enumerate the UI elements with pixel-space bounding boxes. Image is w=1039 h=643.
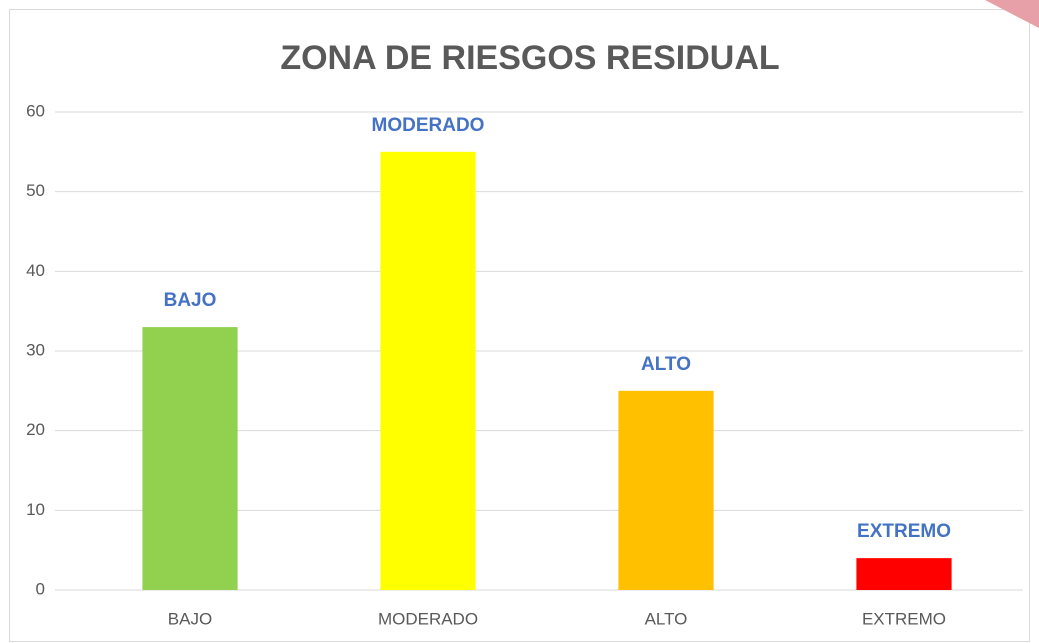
y-tick-label: 0	[36, 579, 45, 598]
y-tick-label: 50	[26, 181, 45, 200]
y-tick-label: 10	[26, 500, 45, 519]
x-tick-label: EXTREMO	[862, 609, 946, 628]
data-label: ALTO	[641, 354, 691, 375]
data-label: BAJO	[164, 290, 217, 311]
y-tick-label: 60	[26, 101, 45, 120]
y-tick-label: 40	[26, 261, 45, 280]
bar	[618, 390, 714, 590]
x-tick-label: MODERADO	[378, 609, 478, 628]
bar	[380, 151, 476, 591]
data-label: MODERADO	[372, 115, 485, 136]
x-tick-label: ALTO	[645, 609, 688, 628]
x-tick-label: BAJO	[168, 609, 212, 628]
bar	[856, 558, 952, 590]
y-tick-label: 20	[26, 420, 45, 439]
chart-title: ZONA DE RIESGOS RESIDUAL	[280, 39, 779, 77]
corner-decoration	[985, 0, 1039, 28]
bar	[142, 327, 238, 590]
y-tick-label: 30	[26, 340, 45, 359]
data-label: EXTREMO	[857, 521, 951, 542]
